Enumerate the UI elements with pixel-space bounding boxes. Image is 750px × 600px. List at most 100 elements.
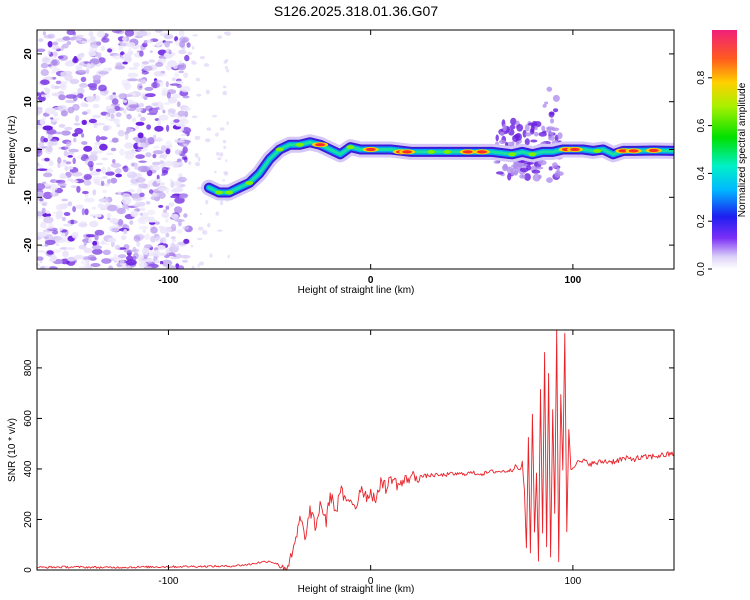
noise-speckle (41, 94, 45, 98)
noise-speckle (158, 252, 167, 256)
noise-speckle (175, 180, 182, 187)
noise-speckle (78, 54, 84, 59)
noise-speckle (196, 237, 203, 241)
noise-speckle (145, 152, 152, 158)
noise-speckle (140, 142, 146, 147)
noise-speckle (65, 247, 76, 250)
noise-speckle (91, 245, 103, 250)
noise-speckle (152, 153, 157, 159)
figure-title: S126.2025.318.01.36.G07 (274, 3, 438, 19)
disturbance-blob (541, 125, 546, 132)
noise-speckle (37, 263, 41, 267)
disturbance-blob (534, 131, 539, 137)
noise-speckle (60, 80, 69, 84)
noise-speckle (65, 161, 72, 165)
noise-speckle (127, 72, 139, 78)
noise-speckle (159, 160, 165, 164)
noise-speckle (37, 215, 43, 219)
noise-speckle (94, 213, 102, 218)
noise-speckle (226, 69, 230, 73)
noise-speckle (92, 94, 101, 102)
noise-speckle (91, 206, 97, 210)
noise-speckle (79, 83, 88, 88)
noise-speckle (199, 261, 204, 266)
disturbance-blob (548, 135, 556, 141)
noise-speckle (116, 123, 121, 128)
noise-speckle (160, 145, 167, 152)
noise-speckle (135, 107, 142, 113)
noise-speckle (106, 213, 112, 218)
colorbar-tick-label: 0.4 (696, 166, 707, 180)
noise-speckle (97, 203, 104, 209)
noise-speckle (139, 254, 143, 260)
noise-speckle (167, 96, 178, 104)
noise-speckle (59, 83, 66, 89)
noise-speckle (101, 166, 107, 174)
noise-speckle (70, 185, 78, 189)
noise-speckle (151, 161, 162, 166)
ridge-segment (275, 147, 284, 152)
noise-speckle (110, 177, 118, 184)
noise-speckle (55, 80, 62, 85)
noise-speckle (205, 89, 210, 95)
noise-speckle (68, 148, 79, 153)
noise-speckle (135, 121, 145, 126)
noise-speckle (92, 114, 102, 119)
noise-speckle (153, 145, 160, 149)
ridge-segment (528, 152, 537, 157)
noise-speckle (164, 160, 176, 167)
noise-speckle (184, 54, 190, 62)
disturbance-blob (509, 124, 516, 130)
noise-speckle (111, 227, 119, 233)
noise-speckle (46, 146, 53, 153)
noise-speckle (93, 145, 99, 152)
noise-speckle (82, 111, 88, 115)
noise-speckle (80, 76, 87, 83)
noise-speckle (65, 94, 77, 99)
noise-speckle (110, 147, 117, 152)
noise-speckle (178, 173, 183, 178)
spectrogram-xlabel: Height of straight line (km) (298, 285, 415, 296)
noise-speckle (135, 201, 141, 205)
noise-speckle (157, 119, 162, 126)
noise-speckle (78, 69, 87, 73)
disturbance-blob (525, 132, 532, 137)
noise-speckle (144, 233, 151, 240)
noise-speckle (90, 263, 101, 267)
noise-speckle (135, 177, 146, 183)
y-tick-label: 800 (23, 359, 34, 376)
noise-speckle (170, 242, 175, 248)
disturbance-blob (556, 171, 564, 176)
noise-speckle (45, 107, 56, 115)
disturbance-blob (552, 162, 558, 169)
y-tick-label: 200 (23, 511, 34, 528)
noise-speckle (165, 205, 170, 210)
noise-speckle (54, 131, 63, 135)
noise-speckle (72, 206, 76, 213)
noise-speckle (155, 42, 161, 47)
noise-speckle (52, 51, 58, 57)
noise-speckle (57, 104, 68, 110)
noise-speckle (117, 129, 125, 137)
noise-speckle (155, 221, 160, 225)
noise-speckle (124, 30, 135, 37)
noise-speckle (112, 159, 116, 164)
noise-speckle (43, 172, 53, 178)
noise-speckle (137, 165, 148, 173)
noise-speckle (78, 244, 87, 250)
noise-speckle (75, 115, 80, 122)
noise-speckle (44, 226, 54, 230)
noise-speckle (169, 256, 179, 260)
noise-speckle (52, 119, 58, 123)
noise-speckle (62, 36, 71, 41)
noise-speckle (52, 188, 56, 196)
noise-speckle (51, 69, 55, 74)
noise-speckle (37, 211, 44, 217)
noise-speckle (165, 48, 172, 54)
noise-speckle (215, 132, 219, 137)
disturbance-blob (538, 131, 547, 137)
noise-speckle (183, 72, 189, 79)
noise-speckle (146, 112, 158, 116)
noise-speckle (217, 35, 223, 39)
